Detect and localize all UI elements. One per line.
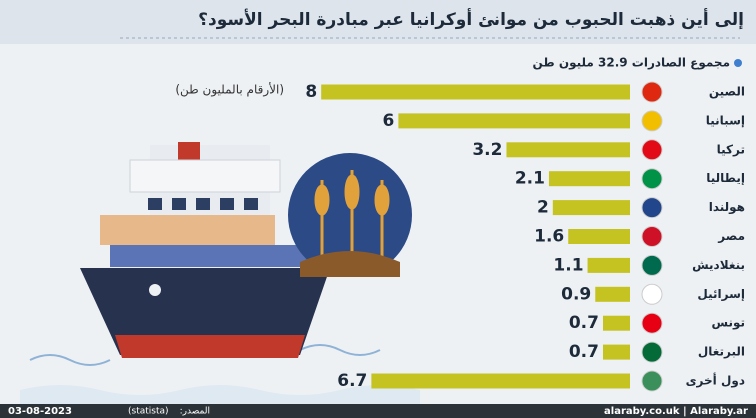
chart-title: إلى أين ذهبت الحبوب من موانئ أوكرانيا عب… xyxy=(198,8,744,30)
header-band xyxy=(0,0,756,44)
bar xyxy=(602,315,630,331)
flag xyxy=(641,341,663,363)
category-label: تونس xyxy=(712,316,746,331)
value-label: 3.2 xyxy=(472,140,502,160)
bar xyxy=(602,344,630,360)
bar xyxy=(321,84,630,100)
bar xyxy=(587,257,630,273)
source-label: المصدر: xyxy=(180,407,210,417)
category-label: إسرائيل xyxy=(697,287,745,301)
value-label: 1.6 xyxy=(534,227,564,247)
ship-illustration xyxy=(20,142,420,404)
site: alaraby.co.uk | Alaraby.ar xyxy=(604,406,748,417)
bar xyxy=(371,373,630,389)
flag xyxy=(641,283,663,305)
value-label: 2 xyxy=(537,198,549,218)
flag xyxy=(641,81,663,103)
value-label: 6.7 xyxy=(337,371,367,391)
value-label: 6 xyxy=(383,111,395,131)
category-label: دول أخرى xyxy=(686,373,745,389)
flag xyxy=(641,197,663,219)
category-label: إسبانيا xyxy=(706,113,745,127)
value-label: 2.1 xyxy=(515,169,545,189)
bar xyxy=(506,142,630,158)
value-label: 0.7 xyxy=(569,313,599,333)
source: (statista) xyxy=(128,407,169,417)
bar xyxy=(548,171,630,187)
subtitle: مجموع الصادرات 32.9 مليون طن xyxy=(533,56,730,71)
bar xyxy=(595,286,630,302)
value-label: 0.7 xyxy=(569,342,599,362)
flag xyxy=(641,139,663,161)
flag xyxy=(641,254,663,276)
bar xyxy=(568,229,630,244)
unit-note: (الأرقام بالمليون طن) xyxy=(175,82,284,98)
bar xyxy=(552,200,630,216)
value-label: 8 xyxy=(305,82,317,102)
category-label: بنغلاديش xyxy=(692,258,745,272)
bullet xyxy=(734,59,742,67)
value-label: 0.9 xyxy=(561,284,591,304)
flag xyxy=(641,168,663,190)
category-label: إيطاليا xyxy=(706,171,745,185)
category-label: هولندا xyxy=(709,200,745,215)
category-label: مصر xyxy=(717,229,745,243)
flag xyxy=(641,110,663,132)
date: 03-08-2023 xyxy=(8,406,72,417)
flag xyxy=(641,226,663,247)
value-label: 1.1 xyxy=(553,255,583,275)
category-label: البرتغال xyxy=(698,345,745,359)
footer-band xyxy=(0,404,756,418)
bar xyxy=(398,113,630,129)
flag xyxy=(641,370,663,392)
category-label: الصين xyxy=(709,85,745,99)
flag xyxy=(641,312,663,334)
category-label: تركيا xyxy=(717,142,745,156)
